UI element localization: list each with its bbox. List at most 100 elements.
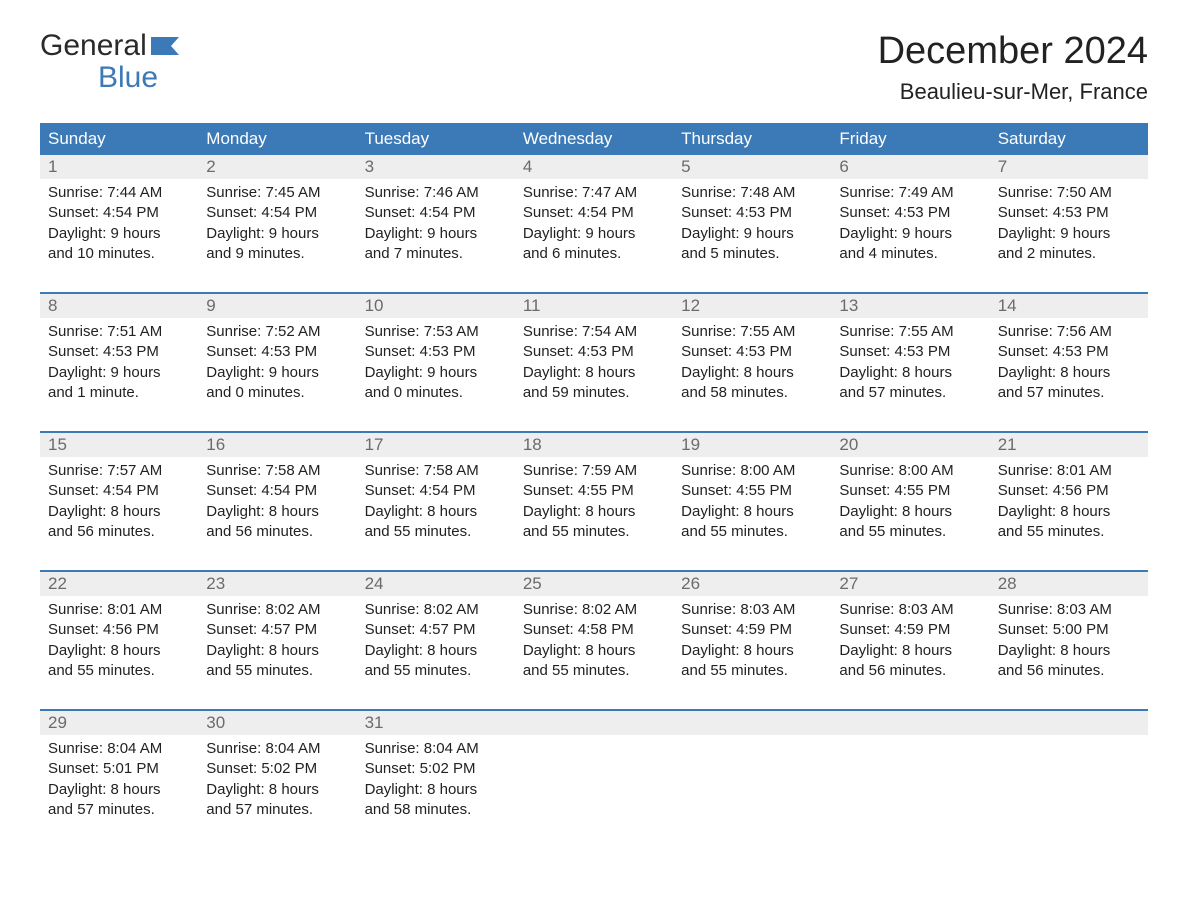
daylight-text-line2: and 56 minutes.	[48, 522, 190, 542]
sunset-text: Sunset: 4:53 PM	[839, 342, 981, 362]
sunset-text: Sunset: 4:58 PM	[523, 620, 665, 640]
daylight-text-line1: Daylight: 8 hours	[998, 502, 1140, 522]
day-number: 3	[357, 155, 515, 179]
day-number-row: 1234567	[40, 155, 1148, 179]
day-number: 23	[198, 572, 356, 596]
day-number	[990, 711, 1148, 735]
sunset-text: Sunset: 4:53 PM	[365, 342, 507, 362]
daylight-text-line2: and 0 minutes.	[365, 383, 507, 403]
daylight-text-line2: and 55 minutes.	[48, 661, 190, 681]
day-number: 25	[515, 572, 673, 596]
flag-icon	[151, 30, 179, 62]
daylight-text-line1: Daylight: 9 hours	[365, 224, 507, 244]
day-number: 14	[990, 294, 1148, 318]
sunrise-text: Sunrise: 7:59 AM	[523, 461, 665, 481]
daylight-text-line2: and 4 minutes.	[839, 244, 981, 264]
calendar-week: 15161718192021Sunrise: 7:57 AMSunset: 4:…	[40, 431, 1148, 558]
daylight-text-line1: Daylight: 8 hours	[206, 502, 348, 522]
day-number: 16	[198, 433, 356, 457]
sunrise-text: Sunrise: 8:04 AM	[365, 739, 507, 759]
sunrise-text: Sunrise: 8:04 AM	[48, 739, 190, 759]
calendar-day-cell: Sunrise: 8:04 AMSunset: 5:01 PMDaylight:…	[40, 735, 198, 836]
daylight-text-line2: and 6 minutes.	[523, 244, 665, 264]
sunrise-text: Sunrise: 7:53 AM	[365, 322, 507, 342]
calendar-day-cell: Sunrise: 7:49 AMSunset: 4:53 PMDaylight:…	[831, 179, 989, 280]
day-number: 13	[831, 294, 989, 318]
daylight-text-line1: Daylight: 8 hours	[681, 641, 823, 661]
daylight-text-line2: and 55 minutes.	[523, 522, 665, 542]
sunrise-text: Sunrise: 8:03 AM	[998, 600, 1140, 620]
calendar-day-cell: Sunrise: 7:55 AMSunset: 4:53 PMDaylight:…	[673, 318, 831, 419]
day-number: 21	[990, 433, 1148, 457]
sunrise-text: Sunrise: 7:52 AM	[206, 322, 348, 342]
sunrise-text: Sunrise: 8:03 AM	[681, 600, 823, 620]
sunrise-text: Sunrise: 8:01 AM	[48, 600, 190, 620]
sunrise-text: Sunrise: 8:00 AM	[839, 461, 981, 481]
sunset-text: Sunset: 4:55 PM	[681, 481, 823, 501]
calendar-header-row: Sunday Monday Tuesday Wednesday Thursday…	[40, 123, 1148, 155]
daylight-text-line1: Daylight: 8 hours	[998, 363, 1140, 383]
daylight-text-line1: Daylight: 9 hours	[48, 224, 190, 244]
daylight-text-line1: Daylight: 8 hours	[998, 641, 1140, 661]
daylight-text-line2: and 5 minutes.	[681, 244, 823, 264]
day-number: 27	[831, 572, 989, 596]
calendar-week: 22232425262728Sunrise: 8:01 AMSunset: 4:…	[40, 570, 1148, 697]
day-number: 2	[198, 155, 356, 179]
sunset-text: Sunset: 4:57 PM	[206, 620, 348, 640]
calendar-day-cell	[673, 735, 831, 836]
calendar-day-cell: Sunrise: 7:56 AMSunset: 4:53 PMDaylight:…	[990, 318, 1148, 419]
daylight-text-line1: Daylight: 9 hours	[998, 224, 1140, 244]
day-number: 1	[40, 155, 198, 179]
daylight-text-line1: Daylight: 8 hours	[839, 502, 981, 522]
calendar-day-cell: Sunrise: 8:01 AMSunset: 4:56 PMDaylight:…	[40, 596, 198, 697]
sunrise-text: Sunrise: 7:57 AM	[48, 461, 190, 481]
day-number: 12	[673, 294, 831, 318]
day-number: 9	[198, 294, 356, 318]
daylight-text-line2: and 57 minutes.	[48, 800, 190, 820]
sunrise-text: Sunrise: 8:02 AM	[523, 600, 665, 620]
calendar-week: 1234567Sunrise: 7:44 AMSunset: 4:54 PMDa…	[40, 155, 1148, 280]
sunset-text: Sunset: 5:01 PM	[48, 759, 190, 779]
sunrise-text: Sunrise: 7:56 AM	[998, 322, 1140, 342]
day-number: 26	[673, 572, 831, 596]
daylight-text-line1: Daylight: 8 hours	[48, 502, 190, 522]
calendar-day-cell: Sunrise: 7:54 AMSunset: 4:53 PMDaylight:…	[515, 318, 673, 419]
sunset-text: Sunset: 4:53 PM	[681, 203, 823, 223]
day-number	[515, 711, 673, 735]
daylight-text-line1: Daylight: 8 hours	[365, 641, 507, 661]
daylight-text-line2: and 59 minutes.	[523, 383, 665, 403]
daylight-text-line1: Daylight: 9 hours	[48, 363, 190, 383]
daylight-text-line1: Daylight: 8 hours	[681, 502, 823, 522]
day-number	[673, 711, 831, 735]
daylight-text-line1: Daylight: 8 hours	[681, 363, 823, 383]
sunset-text: Sunset: 4:54 PM	[48, 203, 190, 223]
day-number: 5	[673, 155, 831, 179]
daylight-text-line1: Daylight: 8 hours	[523, 502, 665, 522]
calendar-day-cell: Sunrise: 7:58 AMSunset: 4:54 PMDaylight:…	[198, 457, 356, 558]
calendar-day-cell: Sunrise: 8:02 AMSunset: 4:57 PMDaylight:…	[357, 596, 515, 697]
day-number-row: 22232425262728	[40, 572, 1148, 596]
day-number	[831, 711, 989, 735]
sunset-text: Sunset: 5:00 PM	[998, 620, 1140, 640]
location-label: Beaulieu-sur-Mer, France	[878, 79, 1148, 105]
day-number: 10	[357, 294, 515, 318]
day-number: 17	[357, 433, 515, 457]
calendar-day-cell: Sunrise: 7:51 AMSunset: 4:53 PMDaylight:…	[40, 318, 198, 419]
daylight-text-line2: and 1 minute.	[48, 383, 190, 403]
daylight-text-line2: and 55 minutes.	[839, 522, 981, 542]
page-header: General Blue December 2024 Beaulieu-sur-…	[40, 30, 1148, 105]
calendar-day-cell: Sunrise: 7:58 AMSunset: 4:54 PMDaylight:…	[357, 457, 515, 558]
day-header-friday: Friday	[831, 123, 989, 155]
sunrise-text: Sunrise: 8:00 AM	[681, 461, 823, 481]
calendar-day-cell: Sunrise: 7:47 AMSunset: 4:54 PMDaylight:…	[515, 179, 673, 280]
daylight-text-line2: and 55 minutes.	[365, 661, 507, 681]
daylight-text-line2: and 7 minutes.	[365, 244, 507, 264]
calendar-day-cell	[990, 735, 1148, 836]
sunset-text: Sunset: 4:54 PM	[206, 481, 348, 501]
daylight-text-line1: Daylight: 8 hours	[48, 780, 190, 800]
sunrise-text: Sunrise: 8:02 AM	[206, 600, 348, 620]
daylight-text-line1: Daylight: 8 hours	[523, 363, 665, 383]
day-header-saturday: Saturday	[990, 123, 1148, 155]
sunrise-text: Sunrise: 7:45 AM	[206, 183, 348, 203]
day-number: 28	[990, 572, 1148, 596]
